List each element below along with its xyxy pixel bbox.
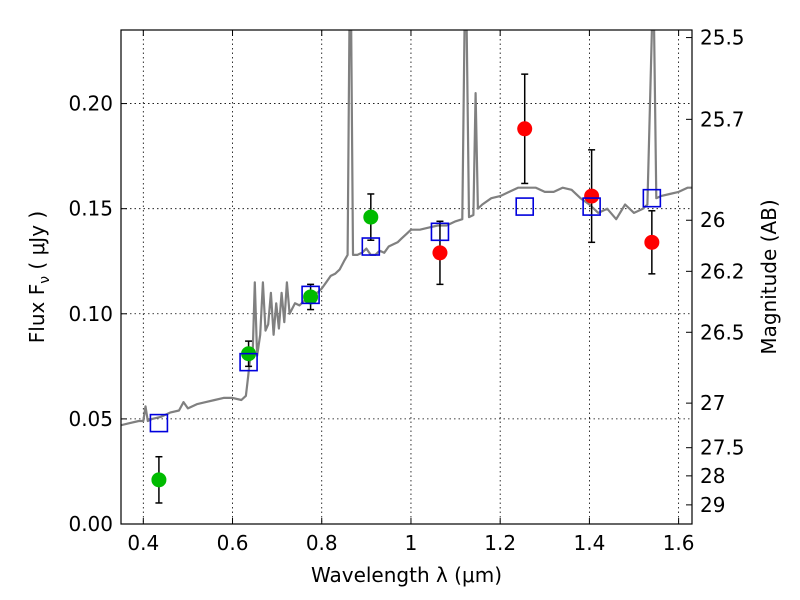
flux-point [151,472,167,488]
x-tick-label: 1.2 [484,531,516,555]
x-tick-label: 1.6 [663,531,695,555]
model-point [582,197,601,216]
plot-frame [120,29,693,525]
flux-point [584,188,600,204]
flux-point [303,289,319,305]
flux-point [432,245,448,261]
model-point [361,237,381,256]
y2-axis-label: Magnitude (AB) [757,199,781,354]
model-point [430,222,450,242]
y2-tick-label: 26.2 [700,259,745,283]
y2-tick-label: 27 [700,391,725,415]
y2-tick-label: 25.5 [700,26,745,50]
spectrum-line [121,30,692,427]
spectrum-layer [121,30,692,427]
y-axis-label-unit: ( μJy ) [25,211,49,276]
y-axis-label-main: Flux F [25,284,49,343]
x-tick-label: 0.8 [306,531,338,555]
y-tick-label: 0.15 [68,197,113,221]
y-tick-label: 0.05 [68,407,113,431]
model-point [301,285,320,305]
model-point [642,188,662,208]
y-tick-label: 0.10 [68,302,113,326]
y2-tick-label: 25.7 [700,107,745,131]
y2-tick-label: 27.5 [700,436,745,460]
ticks-layer: 0.4 0.6 0.8 1 1.2 1.4 1.6 0.00 0.05 0.10 0.15 0.20 2… [68,26,744,555]
grid [121,30,692,525]
model-point [149,413,169,433]
model-point [515,197,535,216]
y-tick-label: 0.00 [68,512,113,536]
y2-tick-label: 26.5 [700,320,745,344]
y-tick-label: 0.20 [68,92,113,116]
x-tick-label: 0.4 [127,531,159,555]
y2-tick-label: 29 [700,493,725,517]
x-tick-label: 0.6 [217,531,249,555]
y-axis-label-sub: ν [37,276,53,284]
x-tick-label: 1 [405,531,418,555]
data-points-layer [149,73,662,504]
model-point [239,352,258,372]
x-tick-label: 1.4 [573,531,605,555]
x-axis-label: Wavelength λ (μm) [311,563,502,587]
flux-point [644,234,660,250]
y2-tick-label: 28 [700,464,725,488]
y-axis-label: Flux Fν ( μJy ) [25,211,53,343]
y2-tick-label: 26 [700,208,725,232]
flux-point [363,209,379,225]
flux-point [517,121,533,137]
